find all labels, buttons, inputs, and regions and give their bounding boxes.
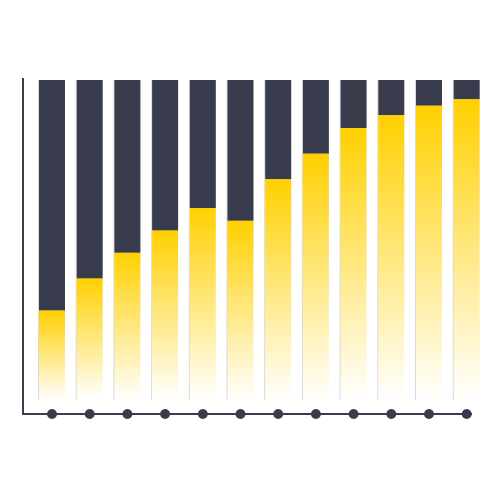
bar-segment-upper bbox=[227, 80, 254, 221]
bar-segment-lower bbox=[453, 99, 480, 400]
bar-segment-lower bbox=[302, 153, 329, 400]
bar-segment-upper bbox=[453, 80, 480, 100]
bar-segment-lower bbox=[340, 128, 367, 400]
bars-group bbox=[39, 80, 480, 400]
bar-segment-lower bbox=[76, 278, 103, 400]
bar-segment-lower bbox=[189, 208, 216, 400]
x-tick-marker bbox=[122, 409, 133, 419]
bar-segment-upper bbox=[39, 80, 65, 311]
bar-segment-lower bbox=[39, 310, 65, 400]
x-tick-marker bbox=[310, 409, 321, 419]
bar-segment-upper bbox=[265, 80, 292, 180]
bar-segment-upper bbox=[340, 80, 367, 128]
x-tick-marker bbox=[273, 409, 284, 419]
bar-segment-upper bbox=[302, 80, 329, 154]
bar-segment-upper bbox=[189, 80, 216, 208]
x-tick-marker bbox=[84, 409, 95, 419]
x-tick-marker bbox=[197, 409, 208, 419]
bar-segment-lower bbox=[416, 105, 442, 400]
bar-segment-upper bbox=[378, 80, 405, 116]
bar-separators bbox=[38, 80, 454, 400]
bar-segment-lower bbox=[265, 179, 292, 400]
x-tick-marker bbox=[424, 409, 434, 419]
x-tick-marker bbox=[160, 409, 171, 419]
bar-segment-lower bbox=[227, 220, 254, 400]
x-tick-marker bbox=[47, 409, 57, 419]
x-tick-marker bbox=[461, 409, 472, 419]
bar-segment-upper bbox=[76, 80, 103, 279]
bar-segment-lower bbox=[378, 115, 405, 400]
bar-segment-upper bbox=[416, 80, 442, 106]
x-tick-marker bbox=[386, 409, 397, 419]
bar-segment-upper bbox=[114, 80, 141, 253]
bar-segment-lower bbox=[152, 230, 179, 400]
x-tick-marker bbox=[348, 409, 359, 419]
x-tick-marker bbox=[235, 409, 246, 419]
x-tick-markers bbox=[47, 409, 472, 419]
bar-segment-lower bbox=[114, 252, 141, 400]
bar-segment-upper bbox=[152, 80, 179, 231]
